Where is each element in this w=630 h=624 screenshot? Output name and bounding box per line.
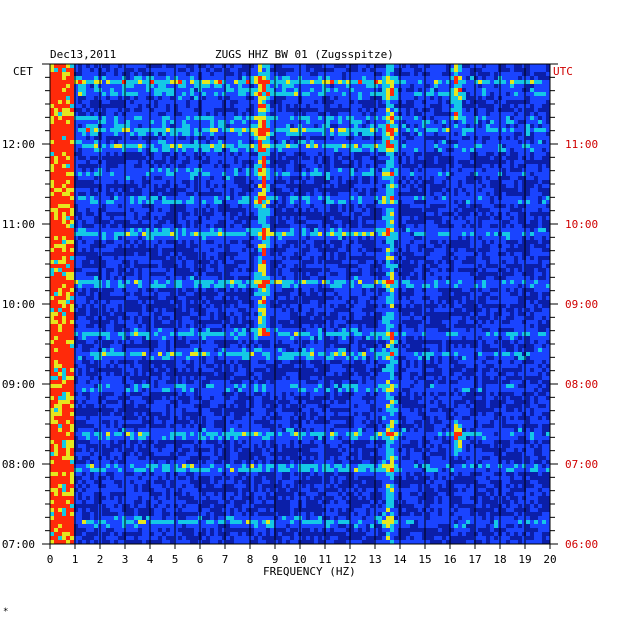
cet-label: CET <box>13 65 33 78</box>
x-tick-label: 16 <box>443 553 456 566</box>
x-tick-label: 13 <box>368 553 381 566</box>
y-tick-label-left: 11:00 <box>2 218 35 231</box>
x-tick-label: 12 <box>343 553 356 566</box>
x-tick-label: 14 <box>393 553 407 566</box>
x-tick-label: 0 <box>47 553 54 566</box>
x-tick-label: 20 <box>543 553 556 566</box>
x-tick-label: 5 <box>172 553 179 566</box>
y-tick-label-left: 09:00 <box>2 378 35 391</box>
x-tick-label: 6 <box>197 553 204 566</box>
x-tick-label: 10 <box>293 553 306 566</box>
x-tick-label: 11 <box>318 553 331 566</box>
y-tick-label-right: 10:00 <box>565 218 598 231</box>
x-tick-label: 7 <box>222 553 229 566</box>
x-tick-label: 1 <box>72 553 79 566</box>
x-tick-label: 19 <box>518 553 531 566</box>
x-axis-label: FREQUENCY (HZ) <box>263 565 356 578</box>
x-tick-label: 18 <box>493 553 506 566</box>
y-tick-label-right: 09:00 <box>565 298 598 311</box>
x-tick-label: 9 <box>272 553 279 566</box>
x-tick-label: 15 <box>418 553 431 566</box>
footer-mark: * <box>3 607 9 617</box>
y-tick-label-right: 06:00 <box>565 538 598 551</box>
date-label: Dec13,2011 <box>50 48 117 61</box>
y-tick-label-left: 07:00 <box>2 538 35 551</box>
y-tick-label-right: 08:00 <box>565 378 598 391</box>
utc-label: UTC <box>553 65 573 78</box>
x-tick-label: 4 <box>147 553 154 566</box>
station-title: ZUGS HHZ BW 01 (Zugsspitze) <box>215 48 394 61</box>
y-tick-label-left: 12:00 <box>2 138 35 151</box>
y-tick-label-left: 08:00 <box>2 458 35 471</box>
x-tick-label: 8 <box>247 553 254 566</box>
x-tick-label: 3 <box>122 553 129 566</box>
y-tick-label-right: 07:00 <box>565 458 598 471</box>
y-tick-label-left: 10:00 <box>2 298 35 311</box>
x-tick-label: 2 <box>97 553 104 566</box>
x-tick-label: 17 <box>468 553 481 566</box>
plot-border <box>49 63 551 545</box>
y-tick-label-right: 11:00 <box>565 138 598 151</box>
